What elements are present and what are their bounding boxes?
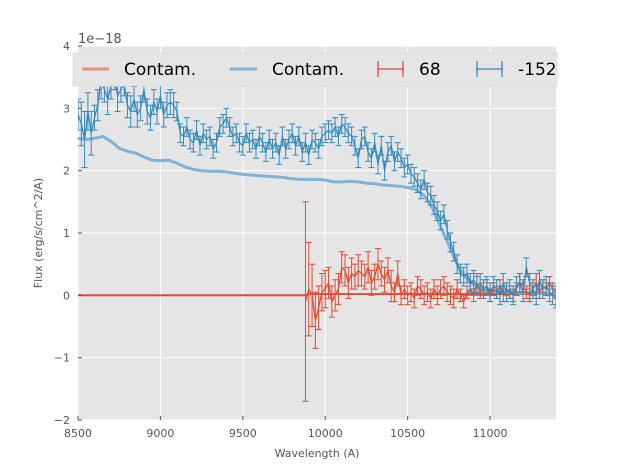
y-axis-ticks: −2 −1 0 1 2 3 4 (54, 40, 82, 427)
y-tick-label: 1 (63, 227, 70, 240)
legend-item: 68 (377, 60, 441, 80)
legend-label: Contam. (124, 60, 196, 80)
x-axis-ticks: 8500 9000 9500 10000 10500 11000 (64, 416, 508, 440)
x-tick-label: 9500 (229, 427, 257, 440)
x-axis-label: Wavelength (A) (275, 447, 360, 460)
legend-item: Contam. (230, 60, 344, 80)
y-axis-label: Flux (erg/s/cm^2/A) (32, 178, 45, 288)
legend-label: -152 (518, 60, 557, 80)
legend-item: Contam. (82, 60, 196, 80)
legend-label: 68 (419, 60, 441, 80)
x-tick-label: 8500 (64, 427, 92, 440)
x-tick-label: 9000 (146, 427, 174, 440)
data-line (78, 74, 556, 299)
x-tick-label: 11000 (473, 427, 508, 440)
y-tick-label: 4 (63, 40, 70, 53)
legend: Contam. Contam. 68 -152 (72, 52, 558, 87)
x-tick-label: 10500 (390, 427, 425, 440)
y-tick-label: 0 (63, 289, 70, 302)
y-tick-label: −1 (54, 352, 70, 365)
legend-label: Contam. (272, 60, 344, 80)
y-tick-label: −2 (54, 414, 70, 427)
y-tick-label: 2 (63, 165, 70, 178)
y-tick-label: 3 (63, 102, 70, 115)
legend-item: -152 (476, 60, 557, 80)
y-offset-label: 1e−18 (78, 32, 122, 47)
x-tick-label: 10000 (308, 427, 343, 440)
